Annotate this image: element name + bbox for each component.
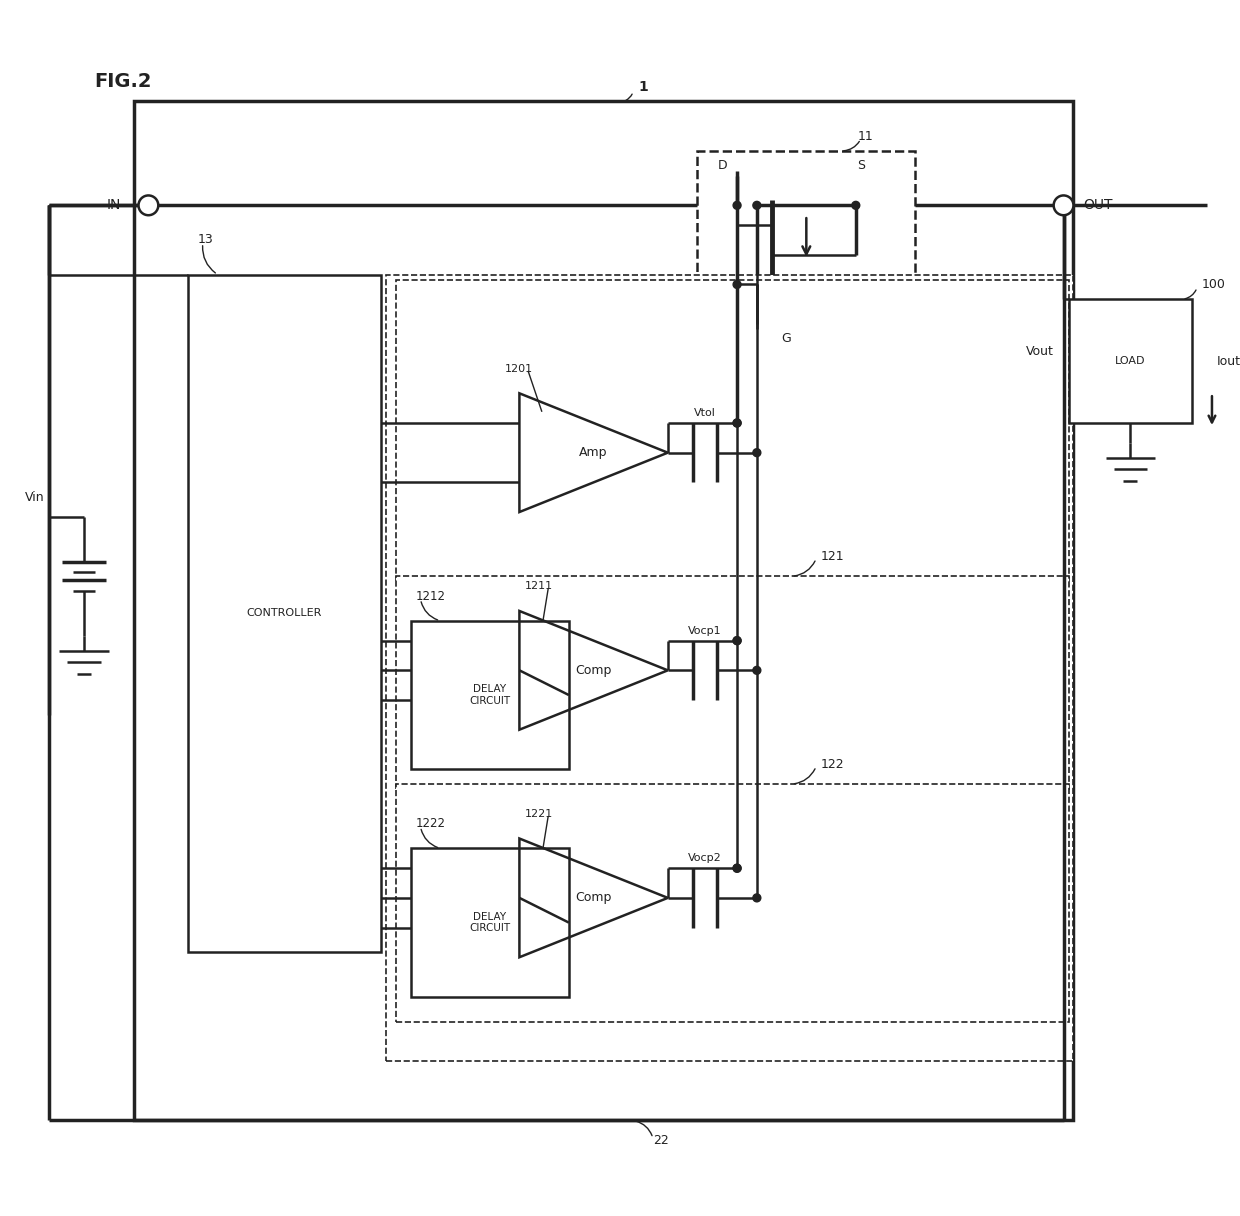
Text: D: D [718,159,727,173]
Text: CONTROLLER: CONTROLLER [247,608,322,619]
Circle shape [1054,196,1074,215]
Text: G: G [781,332,791,345]
Text: 1221: 1221 [525,809,553,818]
Text: 22: 22 [653,1133,668,1147]
Text: IN: IN [107,198,122,213]
Text: 121: 121 [821,550,844,563]
Bar [396,784,1069,1021]
Text: Vocp1: Vocp1 [688,626,722,636]
Bar [1069,299,1192,423]
Text: Amp: Amp [579,446,608,460]
Circle shape [753,449,761,457]
Text: Vout: Vout [1025,345,1054,358]
Bar [396,576,1069,789]
Bar [697,151,915,359]
Text: 1: 1 [639,79,649,94]
Text: Iout: Iout [1216,355,1240,367]
Circle shape [852,202,859,209]
Text: DELAY
CIRCUIT: DELAY CIRCUIT [469,912,511,934]
Text: Vocp2: Vocp2 [688,854,722,863]
Circle shape [753,666,761,675]
Text: Comp: Comp [575,891,611,905]
Circle shape [733,637,742,644]
Text: 100: 100 [1202,278,1226,291]
Circle shape [733,420,742,427]
Bar [386,275,1074,1062]
Bar [410,621,569,770]
Text: DELAY
CIRCUIT: DELAY CIRCUIT [469,685,511,705]
Text: 1212: 1212 [415,590,445,603]
Circle shape [733,865,742,872]
Text: FIG.2: FIG.2 [94,72,151,91]
Circle shape [733,865,742,872]
Text: 13: 13 [198,233,213,247]
Bar [188,275,381,952]
Text: 1201: 1201 [505,364,533,373]
Circle shape [139,196,159,215]
Text: 1222: 1222 [415,817,445,831]
Text: Comp: Comp [575,664,611,677]
Text: S: S [857,159,864,173]
Text: LOAD: LOAD [1115,356,1146,366]
Circle shape [753,894,761,902]
Text: OUT: OUT [1084,198,1114,213]
Circle shape [733,637,742,644]
Bar [134,101,1074,1120]
Circle shape [753,202,761,209]
Circle shape [733,202,742,209]
Bar [410,849,569,997]
Text: Vin: Vin [25,491,45,503]
Circle shape [733,420,742,427]
Bar [396,280,1069,581]
Text: 1211: 1211 [525,581,553,591]
Text: Vtol: Vtol [694,409,715,418]
Text: 11: 11 [858,130,873,142]
Text: 122: 122 [821,758,844,771]
Circle shape [733,281,742,288]
